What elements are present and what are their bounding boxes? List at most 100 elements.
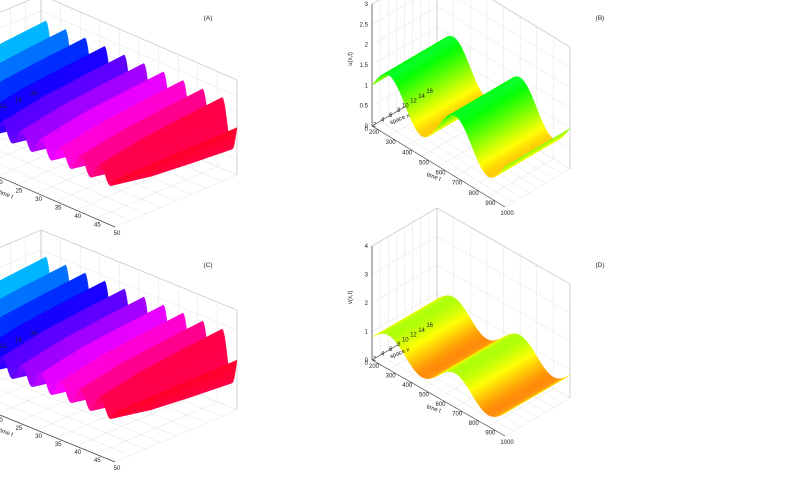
t-tick-label: 900 (485, 201, 496, 207)
x-tick-label: 2 (373, 356, 377, 362)
panel-0: 0.70.80.911.11.21.3024681012141605101520… (0, 0, 238, 237)
t-tick-label: 50 (114, 466, 121, 472)
t-tick-label: 20 (0, 180, 3, 186)
tick-labels: 0.70.80.911.11.21.3024681012141605101520… (0, 91, 121, 237)
t-tick-label: 600 (435, 171, 446, 177)
t-tick-label: 35 (55, 442, 62, 448)
box-edge (371, 207, 438, 247)
t-tick-label: 800 (469, 191, 480, 197)
panel-3: 0123402468101214162003004005006007008009… (348, 207, 605, 446)
t-axis-label: time t (0, 190, 14, 201)
x-tick-label: 10 (402, 337, 409, 343)
axis-line (0, 414, 116, 463)
surface (371, 295, 571, 417)
surface-patch (195, 359, 238, 384)
t-tick-label: 1000 (500, 211, 514, 217)
panel-title: (C) (203, 262, 212, 269)
panel-1: 00.511.522.53024681012141620030040050060… (348, 0, 604, 217)
grid-line (0, 402, 131, 456)
t-tick-label: 50 (114, 231, 121, 237)
x-tick-label: 14 (418, 328, 425, 334)
z-tick-label: 2.5 (360, 22, 369, 28)
surface-patch (195, 127, 238, 151)
t-tick-label: 1000 (500, 440, 514, 446)
surface (0, 256, 238, 419)
tick-labels: 00.511.522.53024681012141620030040050060… (360, 2, 515, 217)
tick-labels: 0.60.811.21.41.6024681012141605101520253… (0, 331, 121, 472)
grid-line (0, 137, 161, 208)
panel-title: (B) (596, 15, 605, 22)
z-tick-label: 1 (365, 83, 369, 89)
axis-line (0, 176, 116, 228)
x-tick-label: 8 (397, 342, 401, 348)
x-tick-label: 12 (410, 99, 417, 105)
t-tick-label: 700 (452, 181, 463, 187)
z-tick-label: 3 (365, 2, 369, 8)
t-tick-label: 40 (74, 214, 81, 220)
z-tick-label: 2 (365, 301, 369, 307)
z-tick-label: 4 (365, 244, 369, 250)
surface-patch (547, 128, 571, 142)
t-tick-label: 30 (35, 434, 42, 440)
z-tick-label: 1 (365, 330, 369, 336)
z-axis-label: u(x,t) (348, 52, 354, 66)
t-tick-label: 45 (94, 458, 101, 464)
box-edge (51, 0, 238, 81)
t-tick-label: 25 (16, 426, 23, 432)
x-tick-label: 4 (381, 352, 385, 358)
z-tick-label: 3 (365, 273, 369, 279)
surface-patch (547, 375, 571, 389)
z-axis-label: v(x,t) (348, 291, 354, 304)
t-tick-label: 200 (369, 364, 380, 370)
t-tick-label: 300 (386, 140, 397, 146)
x-tick-label: 14 (15, 338, 22, 344)
grid-line (371, 207, 571, 285)
t-tick-label: 30 (35, 197, 42, 203)
box-edge (436, 207, 571, 285)
x-tick-label: 12 (0, 344, 7, 350)
x-tick-label: 16 (30, 91, 37, 97)
t-tick-label: 900 (485, 431, 496, 437)
t-tick-label: 25 (16, 189, 23, 195)
grid-line (371, 0, 571, 68)
grid-line (388, 116, 522, 198)
z-tick-label: 0 (365, 358, 369, 364)
tick-labels: 0123402468101214162003004005006007008009… (365, 244, 515, 446)
grid-line (0, 389, 146, 450)
x-tick-label: 16 (426, 323, 433, 329)
t-tick-label: 45 (94, 223, 101, 229)
x-tick-label: 6 (389, 347, 393, 353)
t-tick-label: 600 (435, 402, 446, 408)
surface (371, 35, 571, 178)
box-edge (0, 0, 31, 13)
grid-line (0, 163, 131, 221)
box-edge (492, 0, 571, 48)
grid-line (371, 236, 571, 313)
x-tick-label: 0 (365, 127, 369, 133)
t-axis-label: time t (0, 428, 14, 438)
t-tick-label: 700 (452, 412, 463, 418)
t-tick-label: 35 (55, 206, 62, 212)
t-tick-label: 400 (402, 383, 413, 389)
t-tick-label: 800 (469, 421, 480, 427)
x-tick-label: 4 (381, 118, 385, 124)
x-tick-label: 16 (426, 89, 433, 95)
grid-line (0, 150, 146, 215)
panel-title: (D) (595, 262, 604, 269)
t-tick-label: 200 (369, 130, 380, 136)
box-edge (0, 229, 42, 248)
x-tick-label: 6 (389, 113, 393, 119)
t-tick-label: 300 (386, 374, 397, 380)
t-tick-label: 500 (419, 393, 430, 399)
z-tick-label: 2 (365, 43, 369, 49)
z-tick-label: 1.5 (360, 63, 369, 69)
x-tick-label: 8 (397, 108, 401, 114)
t-axis-label: time t (426, 404, 442, 414)
axis-line (371, 125, 506, 208)
t-tick-label: 500 (419, 160, 430, 166)
x-tick-label: 16 (30, 331, 37, 337)
x-tick-label: 14 (418, 94, 425, 100)
axis-line (371, 359, 506, 437)
x-tick-label: 14 (15, 98, 22, 104)
